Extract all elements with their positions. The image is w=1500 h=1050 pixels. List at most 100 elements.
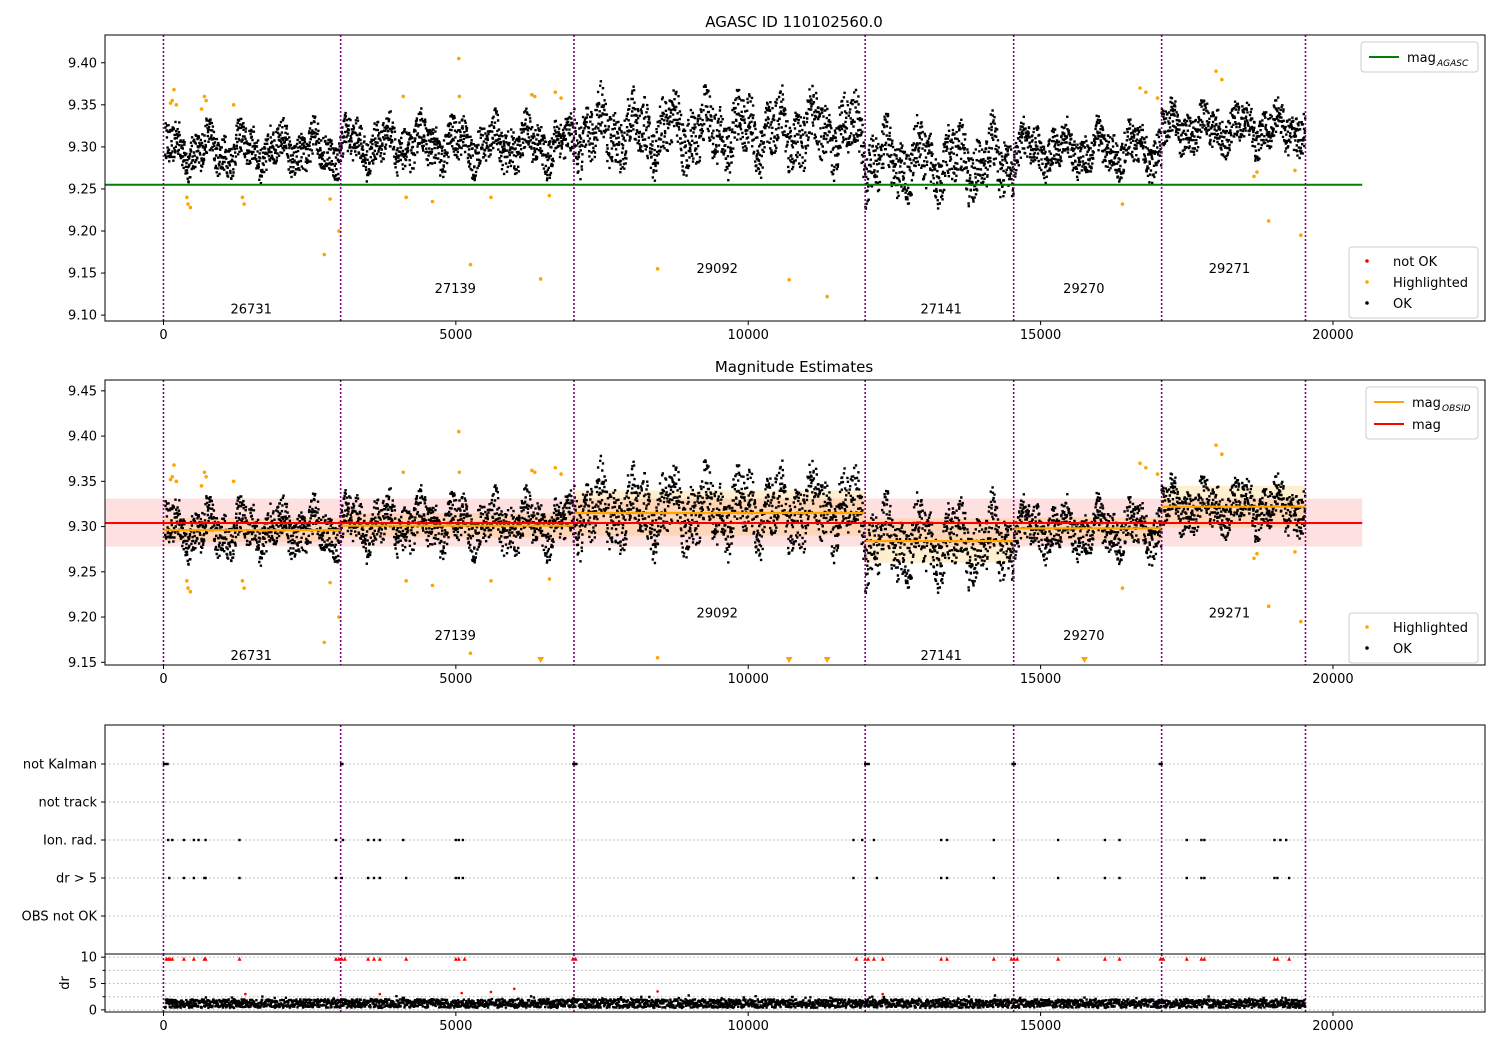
highlighted-point	[337, 229, 341, 233]
dr-red-point	[881, 992, 885, 996]
flag-point	[1056, 876, 1060, 880]
dr-clipped-point	[191, 956, 196, 961]
flag-label: Ion. rad.	[43, 834, 97, 849]
panel2-x-axis: 0 5000 10000 15000 20000	[159, 665, 1354, 687]
y-tick-label: 9.30	[68, 520, 97, 535]
legend-label: not OK	[1393, 255, 1438, 270]
ok-point-cloud	[164, 454, 1307, 594]
flag-point	[238, 876, 241, 880]
dr-clipped-point	[1009, 956, 1014, 961]
highlighted-point	[188, 589, 193, 594]
legend-frame	[1365, 386, 1479, 440]
dr-clipped-point	[1161, 956, 1166, 961]
flag-point	[875, 876, 879, 880]
legend-label: mag	[1407, 51, 1436, 66]
flag-point	[162, 762, 166, 766]
y-tick-label: 9.35	[68, 475, 97, 490]
dr-red-point	[489, 990, 493, 994]
flag-point	[378, 876, 382, 880]
obsid-label: 26731	[231, 649, 272, 664]
obsid-label: 29092	[697, 262, 738, 277]
flag-point	[168, 876, 171, 880]
flag-point	[457, 838, 460, 842]
dr-clipped-point	[1199, 956, 1204, 961]
panel4-ylabel: dr	[58, 976, 73, 990]
dr-clipped-point	[573, 956, 578, 961]
dr-clipped-point	[880, 956, 885, 961]
dr-clipped-point	[181, 956, 186, 961]
dr-clipped-point	[371, 956, 376, 961]
x-tick-label: 20000	[1312, 1019, 1353, 1034]
dr-clipped-point	[462, 956, 467, 961]
highlighted-point	[172, 463, 176, 467]
flag-point	[1279, 838, 1282, 842]
flag-point	[166, 838, 170, 842]
highlighted-point	[199, 107, 204, 111]
panel1-obsid-labels: 26731 27139 29092 27141 29270 29271	[231, 262, 1251, 317]
panel2-title: Magnitude Estimates	[715, 358, 873, 376]
dr-clipped-point	[170, 956, 175, 961]
dr-clipped-point	[945, 956, 950, 961]
highlighted-point	[170, 98, 175, 103]
obsid-label: 29270	[1063, 629, 1104, 644]
flag-point	[1203, 838, 1206, 842]
highlighted-point	[468, 262, 473, 267]
legend-label: OK	[1393, 642, 1412, 657]
obsid-label: 26731	[231, 302, 272, 317]
highlighted-point	[430, 199, 435, 204]
panel4-x-axis: 0 5000 10000 15000 20000	[159, 1012, 1354, 1034]
highlighted-point	[185, 579, 189, 583]
highlighted-point	[202, 94, 207, 99]
flag-point	[1160, 762, 1163, 766]
dr-clipped-point	[1275, 956, 1280, 961]
highlighted-point	[404, 195, 408, 200]
dr-clipped-point	[570, 956, 575, 961]
obsid-label: 27139	[435, 629, 476, 644]
panel2-ok-points	[164, 454, 1307, 594]
y-tick-label: 9.30	[68, 140, 97, 155]
flag-point	[182, 876, 186, 880]
flag-point	[945, 876, 949, 880]
dr-clipped-point	[339, 956, 344, 961]
highlighted-point	[1138, 86, 1142, 90]
obsid-label: 29271	[1209, 607, 1250, 622]
highlighted-point	[322, 252, 327, 257]
highlighted-point	[204, 475, 208, 479]
highlighted-point	[204, 98, 208, 103]
x-tick-label: 20000	[1312, 328, 1353, 343]
panel2-bands	[105, 485, 1363, 563]
highlighted-point	[1266, 219, 1271, 223]
highlighted-point	[1214, 69, 1218, 73]
flag-point	[402, 838, 405, 842]
flag-point	[238, 838, 241, 842]
highlighted-point	[1155, 472, 1160, 476]
dr-clipped-point	[366, 956, 371, 961]
highlighted-point	[188, 205, 193, 210]
flag-point	[992, 876, 996, 880]
panel2-frame	[104, 379, 1486, 666]
highlighted-point	[457, 470, 462, 475]
panel4-frame	[104, 953, 1486, 1013]
panel1-ok-points	[164, 80, 1307, 210]
flag-point	[334, 838, 338, 842]
dr-clipped-point	[404, 956, 409, 961]
highlighted-point	[401, 94, 406, 99]
dr-clipped-point	[1287, 956, 1292, 961]
flag-point	[1200, 876, 1203, 880]
flag-point	[454, 876, 458, 880]
flag-point	[852, 838, 855, 842]
highlighted-point	[1144, 90, 1148, 94]
highlighted-point	[186, 202, 190, 206]
flag-point	[341, 838, 345, 842]
dr-clipped-point	[863, 956, 868, 961]
offscale-marker	[823, 657, 831, 663]
dr-clipped-point	[377, 956, 382, 961]
dr-clipped-point	[1012, 956, 1017, 961]
x-tick-label: 0	[159, 1019, 167, 1034]
flag-point	[372, 838, 376, 842]
ok-point-cloud	[164, 80, 1307, 210]
flag-point	[192, 876, 196, 880]
y-tick-label: 9.20	[68, 611, 97, 626]
x-tick-label: 10000	[728, 328, 769, 343]
